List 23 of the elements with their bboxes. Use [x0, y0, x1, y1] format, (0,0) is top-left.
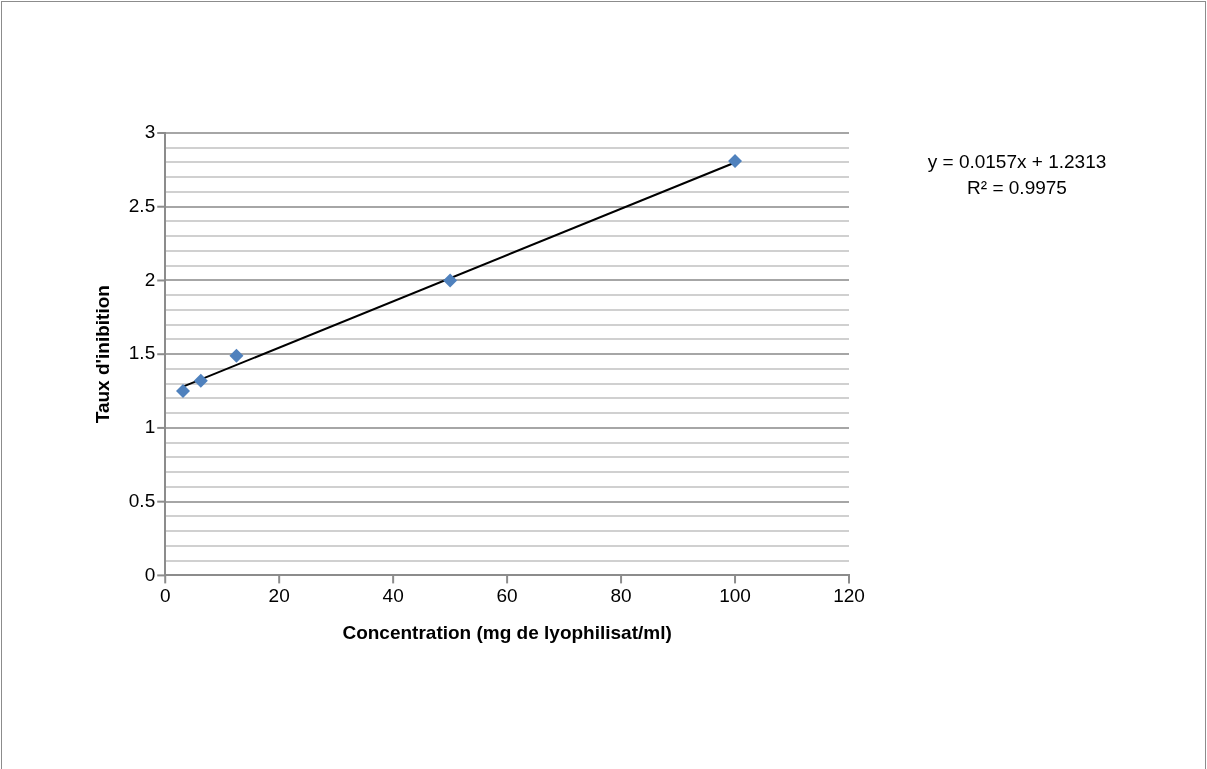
point — [728, 154, 743, 169]
y-tick-label: 3 — [144, 121, 156, 143]
y-tick-label: 1.5 — [128, 342, 156, 364]
y-tick-label: 2.5 — [128, 194, 156, 216]
y-tick-label: 0.5 — [128, 489, 156, 511]
x-tick-label: 20 — [268, 585, 290, 607]
point — [443, 273, 458, 288]
x-tick-label: 100 — [719, 585, 751, 607]
y-tick-label: 1 — [144, 416, 156, 438]
point — [229, 348, 244, 363]
text: y = 0.0157x + 1.2313 — [927, 151, 1107, 173]
x-tick-label: 120 — [833, 585, 865, 607]
text: R² = 0.9975 — [967, 177, 1067, 199]
x-tick-label: 40 — [382, 585, 404, 607]
point — [193, 373, 208, 388]
y-axis-title: Taux d'inibition — [91, 285, 113, 424]
x-tick-label: 0 — [159, 585, 171, 607]
x-tick-label: 80 — [610, 585, 632, 607]
x-tick-label: 60 — [496, 585, 518, 607]
y-tick-label: 0 — [144, 563, 156, 585]
y-tick-label: 2 — [144, 268, 156, 290]
x-axis-title: Concentration (mg de lyophilisat/ml) — [342, 621, 672, 643]
point — [176, 384, 191, 399]
